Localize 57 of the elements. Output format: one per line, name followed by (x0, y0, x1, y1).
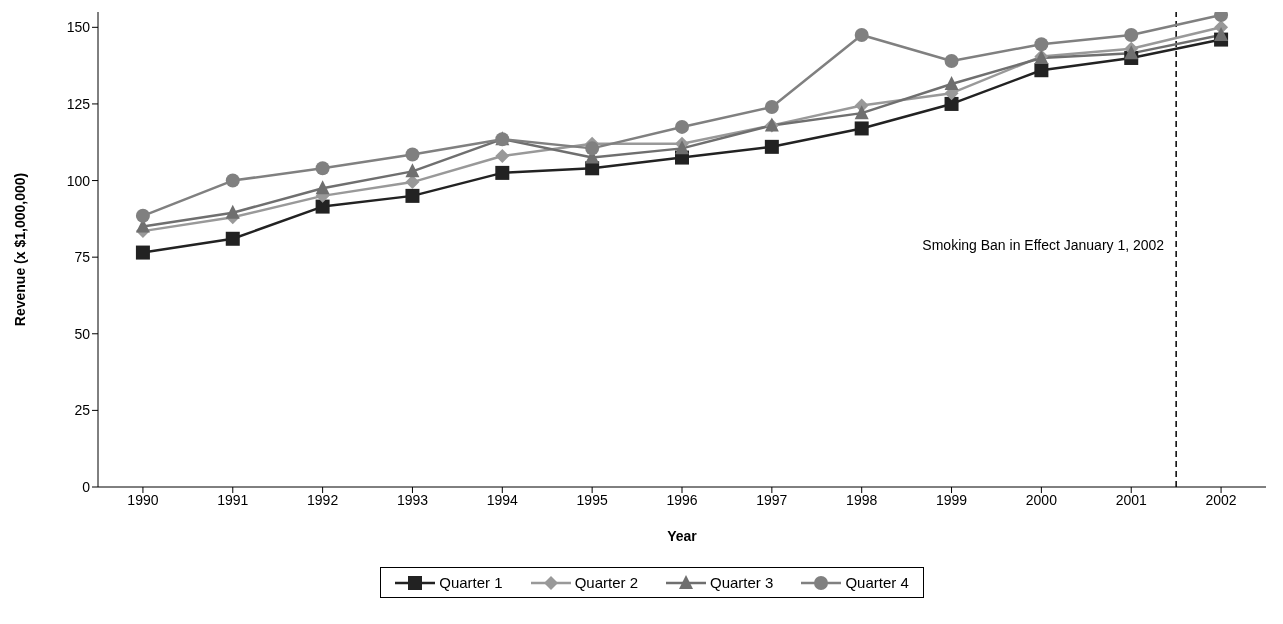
legend-label: Quarter 1 (438, 574, 503, 591)
y-tick-label: 25 (74, 402, 91, 419)
point (315, 161, 330, 176)
point (944, 96, 959, 111)
point (405, 147, 420, 162)
point (585, 141, 600, 156)
point (135, 208, 150, 223)
point (225, 173, 240, 188)
x-tick-label: 1991 (217, 491, 249, 508)
x-tick-label: 1993 (396, 491, 429, 508)
point (135, 245, 150, 260)
point (225, 204, 240, 219)
point (764, 100, 779, 114)
point (1034, 63, 1049, 78)
point (854, 27, 869, 42)
legend-label: Quarter 4 (844, 574, 909, 591)
point (1214, 26, 1229, 41)
x-axis-title: Year (667, 528, 698, 544)
point (944, 54, 959, 69)
x-tick-label: 2002 (1205, 491, 1237, 508)
legend-label: Quarter 3 (709, 574, 774, 591)
point (405, 163, 420, 178)
point (225, 231, 240, 246)
x-tick-label: 2001 (1115, 491, 1148, 508)
point (764, 139, 779, 154)
point (1034, 37, 1049, 52)
point (1124, 27, 1139, 42)
x-tick-label: 1997 (756, 491, 788, 508)
x-tick-label: 1995 (576, 491, 608, 508)
y-tick-label: 0 (82, 478, 91, 495)
x-tick-label: 2000 (1025, 491, 1058, 508)
point (405, 175, 420, 190)
point (675, 119, 689, 134)
point (495, 149, 510, 164)
point (854, 105, 869, 120)
x-tick-label: 1999 (935, 491, 968, 508)
legend-label: Quarter 2 (573, 574, 638, 591)
x-tick-label: 1990 (127, 491, 159, 508)
x-tick-label: 1998 (846, 491, 878, 508)
point (405, 188, 420, 203)
point (675, 140, 689, 155)
y-tick-label: 50 (74, 325, 91, 342)
point (315, 180, 330, 195)
y-tick-label: 150 (66, 19, 91, 36)
y-tick-label: 75 (74, 249, 91, 266)
point (944, 76, 959, 91)
y-tick-label: 125 (66, 95, 91, 112)
x-tick-label: 1996 (666, 491, 698, 508)
point (854, 121, 869, 136)
x-tick-label: 1994 (486, 491, 519, 508)
ref-line-label: Smoking Ban in Effect January 1, 2002 (922, 236, 1165, 253)
point (495, 165, 510, 180)
x-tick-label: 1992 (307, 491, 339, 508)
y-axis-title: Revenue (x $1,000,000) (11, 172, 28, 327)
point (315, 199, 330, 214)
y-tick-label: 100 (66, 172, 91, 189)
point (1124, 45, 1139, 60)
